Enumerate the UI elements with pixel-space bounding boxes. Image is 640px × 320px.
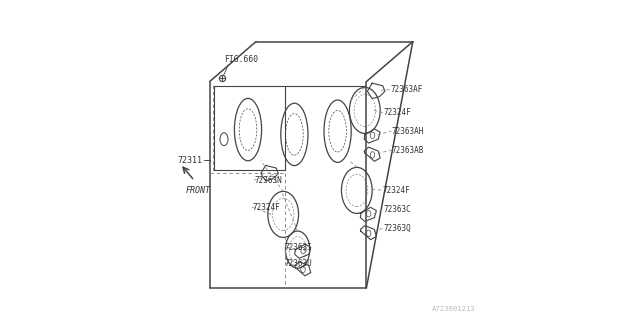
Text: 72363N: 72363N (254, 176, 282, 185)
Text: 72363U: 72363U (285, 259, 312, 268)
Text: 72363AB: 72363AB (392, 146, 424, 155)
Text: 72363C: 72363C (384, 205, 412, 214)
Text: A723001213: A723001213 (431, 306, 475, 312)
Text: 72363AH: 72363AH (392, 127, 424, 136)
Text: 72363AF: 72363AF (390, 85, 423, 94)
Text: FIG.660: FIG.660 (224, 55, 258, 64)
Text: 72324F: 72324F (384, 108, 412, 117)
Text: 72311: 72311 (177, 156, 202, 164)
Text: 72363Q: 72363Q (384, 224, 412, 233)
Text: 72324F: 72324F (383, 186, 410, 195)
Text: FRONT: FRONT (185, 186, 211, 195)
Text: 72324F: 72324F (253, 203, 280, 212)
Text: 72363I: 72363I (285, 243, 312, 252)
